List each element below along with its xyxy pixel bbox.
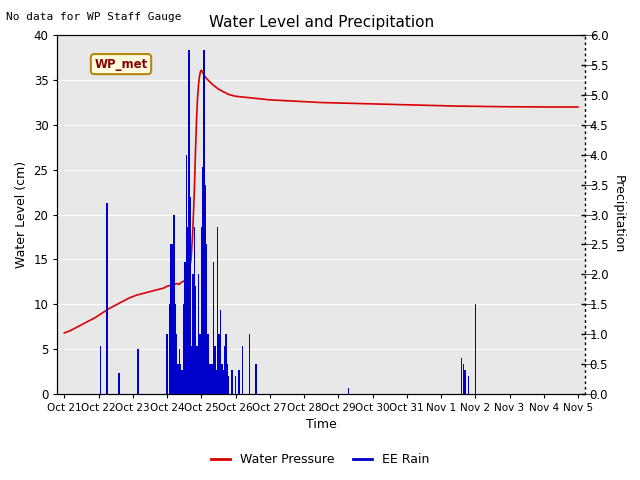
Bar [198,275,199,394]
Bar [464,370,466,394]
Bar [191,346,193,394]
Bar [463,364,464,394]
Bar [100,346,101,394]
Bar [202,167,204,394]
Bar [179,349,180,394]
Text: No data for WP Staff Gauge: No data for WP Staff Gauge [6,12,182,22]
Bar [232,370,233,394]
Bar [184,263,186,394]
Bar [207,334,209,394]
X-axis label: Time: Time [306,419,337,432]
Legend: Water Pressure, EE Rain: Water Pressure, EE Rain [206,448,434,471]
Bar [169,304,170,394]
Bar [224,346,225,394]
Bar [223,370,224,394]
Bar [199,334,200,394]
Y-axis label: Water Level (cm): Water Level (cm) [15,161,28,268]
Bar [235,376,236,394]
Bar [200,227,202,394]
Bar [216,370,217,394]
Text: WP_met: WP_met [94,58,148,71]
Bar [475,304,476,394]
Bar [217,227,218,394]
Bar [118,373,120,394]
Bar [225,334,227,394]
Bar [204,50,205,394]
Bar [195,286,196,394]
Bar [209,364,210,394]
Bar [196,346,198,394]
Bar [194,227,195,394]
Bar [193,275,194,394]
Bar [189,197,191,394]
Bar [176,334,177,394]
Bar [187,227,188,394]
Bar [212,364,213,394]
Bar [188,50,189,394]
Bar [227,364,228,394]
Bar [170,244,172,394]
Bar [461,358,462,394]
Bar [218,334,220,394]
Bar [106,203,108,394]
Bar [183,304,184,394]
Bar [166,334,168,394]
Bar [242,346,243,394]
Bar [186,155,187,394]
Bar [210,364,212,394]
Y-axis label: Precipitation: Precipitation [612,176,625,254]
Bar [206,244,207,394]
Bar [177,364,179,394]
Bar [248,334,250,394]
Bar [175,304,176,394]
Bar [468,376,469,394]
Bar [172,244,173,394]
Bar [213,263,214,394]
Bar [238,370,239,394]
Bar [255,364,257,394]
Bar [214,346,216,394]
Bar [180,364,181,394]
Bar [220,310,221,394]
Bar [348,388,349,394]
Bar [221,364,223,394]
Bar [173,215,175,394]
Bar [228,376,229,394]
Bar [205,185,206,394]
Title: Water Level and Precipitation: Water Level and Precipitation [209,15,434,30]
Bar [137,349,139,394]
Bar [181,370,183,394]
